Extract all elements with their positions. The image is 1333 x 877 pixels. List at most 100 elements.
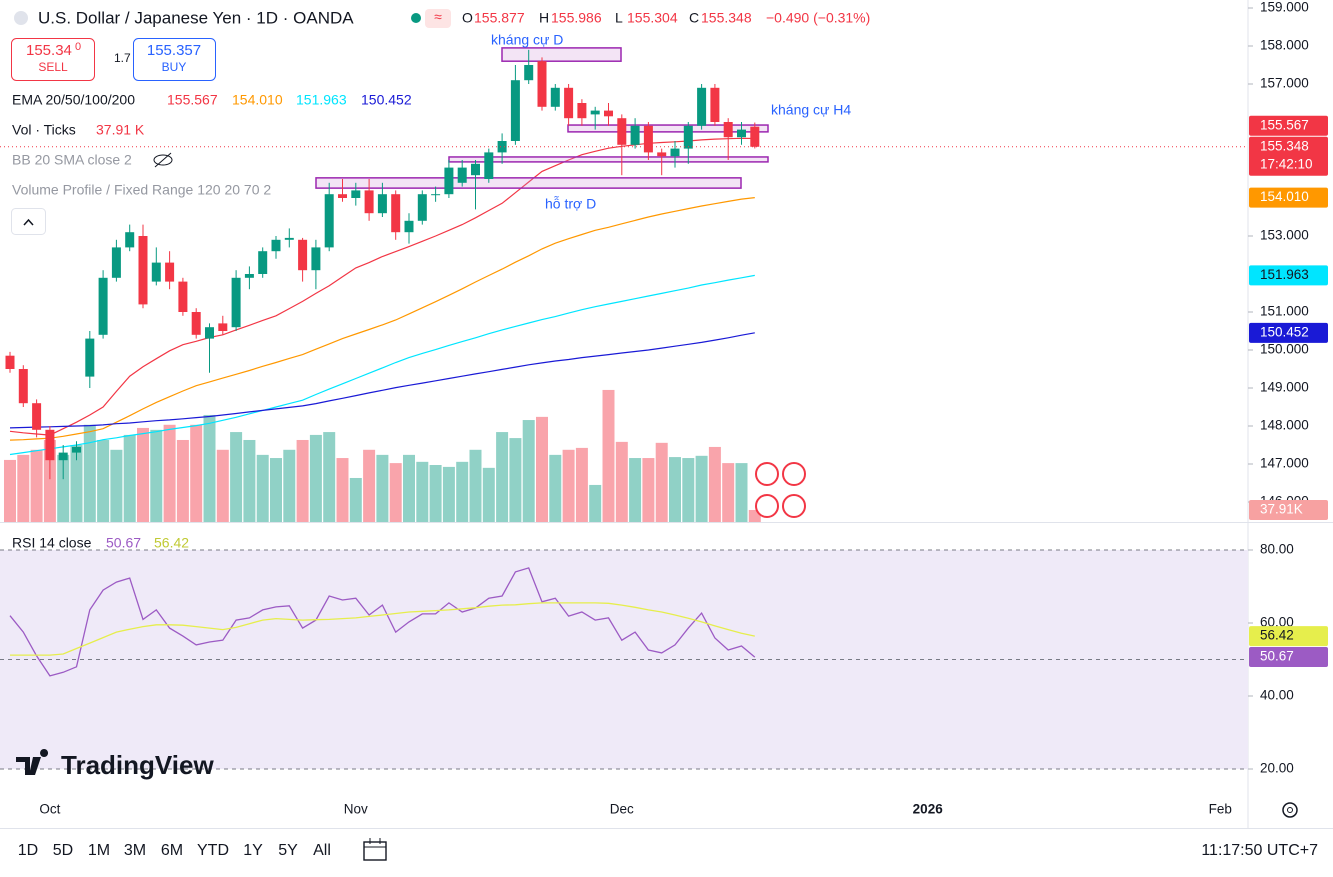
buy-label[interactable]: BUY xyxy=(162,60,187,74)
timeframe-button[interactable]: 1M xyxy=(88,842,110,859)
calendar-icon[interactable] xyxy=(363,838,387,861)
candle-body xyxy=(205,327,214,339)
candle-body xyxy=(444,167,454,195)
candle-body xyxy=(151,262,161,282)
rsi-line xyxy=(9,567,756,677)
overlay: U.S. Dollar / Japanese Yen · 1D · OANDA … xyxy=(11,8,1318,861)
countdown: 17:42:10 xyxy=(1260,156,1313,171)
volume-bar xyxy=(522,420,535,522)
candle-body xyxy=(564,87,574,119)
event-marker xyxy=(782,462,806,486)
y-tick-label: 150.000 xyxy=(1260,342,1309,357)
candle-body xyxy=(737,129,746,138)
volume-bar xyxy=(682,458,695,522)
symbol-icon xyxy=(14,11,28,25)
timeframe-button[interactable]: 6M xyxy=(161,842,183,859)
candle-body xyxy=(510,80,520,141)
ema-line xyxy=(9,332,755,429)
buy-price[interactable]: 155.357 xyxy=(147,42,201,59)
candle-body xyxy=(231,277,241,328)
candle-body xyxy=(338,194,347,198)
ema-price-label-bg xyxy=(1249,115,1328,136)
candle-body xyxy=(98,277,108,335)
sell-label[interactable]: SELL xyxy=(38,60,68,74)
candle-body xyxy=(58,452,68,461)
zone xyxy=(448,156,769,163)
ema-line xyxy=(9,197,755,441)
volume-bar xyxy=(176,439,189,522)
volume-bar xyxy=(509,438,522,522)
volume-bar xyxy=(123,434,136,522)
collapse-icon[interactable] xyxy=(23,218,34,226)
volume-bar xyxy=(376,454,389,522)
candle-body xyxy=(311,247,321,271)
buy-button[interactable] xyxy=(133,38,216,81)
timeframe-button[interactable]: 5D xyxy=(53,842,73,859)
volume-label-bg xyxy=(1249,499,1328,520)
y-tick-label: 157.000 xyxy=(1260,76,1309,91)
candle-body xyxy=(457,167,467,183)
ema-price-label-bg xyxy=(1249,187,1328,208)
candle-body xyxy=(165,262,175,282)
volume-bar xyxy=(429,465,442,522)
rsi-price-label: 56.42 xyxy=(1260,628,1294,643)
candle-body xyxy=(391,194,401,233)
rsi-line xyxy=(10,602,755,656)
timeframe-button[interactable]: 3M xyxy=(124,842,146,859)
candle-body xyxy=(643,125,653,153)
candle-body xyxy=(404,220,414,233)
timeframe-button[interactable]: 1Y xyxy=(243,842,263,859)
y-tick-label: 153.000 xyxy=(1260,228,1309,243)
volume-bar xyxy=(708,446,721,522)
volume-bar xyxy=(615,441,628,522)
candle-body xyxy=(244,274,254,278)
candle-body xyxy=(683,125,693,149)
vp-legend: Volume Profile / Fixed Range 120 20 70 2 xyxy=(12,182,271,198)
ohlc-o: O xyxy=(462,10,473,26)
candle-body xyxy=(604,110,613,117)
sell-button[interactable] xyxy=(11,38,95,81)
spread: 1.7 xyxy=(114,51,131,65)
candle-body xyxy=(284,237,294,240)
volume-bar xyxy=(283,449,296,522)
x-tick-label: Oct xyxy=(39,802,60,817)
volume-bar xyxy=(575,447,588,522)
ohlc-l: L xyxy=(615,10,623,26)
timeframe-button[interactable]: YTD xyxy=(197,842,229,859)
zone-label: hỗ trợ D xyxy=(545,196,596,212)
ema-price-label: 150.452 xyxy=(1260,324,1309,339)
settings-icon[interactable] xyxy=(1282,802,1298,818)
candle-body xyxy=(630,125,640,145)
sell-price[interactable]: 155.34 xyxy=(26,42,72,59)
volume-bar xyxy=(629,458,642,522)
event-marker xyxy=(755,494,779,518)
volume-bar xyxy=(309,434,322,522)
candle-body xyxy=(5,355,15,369)
timeframe-button[interactable]: All xyxy=(313,842,331,859)
candle-body xyxy=(377,194,387,214)
y-tick-label: 158.000 xyxy=(1260,38,1309,53)
volume-bar xyxy=(722,463,735,522)
volume-bar xyxy=(562,449,575,522)
volume-bar xyxy=(589,484,602,522)
sell-price-small[interactable]: 0 xyxy=(75,41,81,53)
ema-line xyxy=(9,274,755,456)
volume-bar xyxy=(336,458,349,522)
y-tick-label: 148.000 xyxy=(1260,418,1309,433)
timeframe-button[interactable]: 1D xyxy=(18,842,38,859)
volume-bar xyxy=(17,454,30,522)
candle-body xyxy=(657,152,667,157)
volume-bar xyxy=(695,455,708,522)
candle-body xyxy=(723,122,733,138)
candle-body xyxy=(590,110,600,115)
candle-body xyxy=(218,323,228,331)
collapse-button[interactable] xyxy=(11,208,46,235)
hidden-icon[interactable] xyxy=(153,152,173,168)
volume-bar xyxy=(110,449,123,522)
timeframe-button[interactable]: 5Y xyxy=(278,842,298,859)
ohlc-close: 155.348 xyxy=(701,10,752,26)
volume-label: 37.91K xyxy=(1260,502,1303,517)
candle-body xyxy=(524,65,534,81)
candle-body xyxy=(697,87,707,126)
